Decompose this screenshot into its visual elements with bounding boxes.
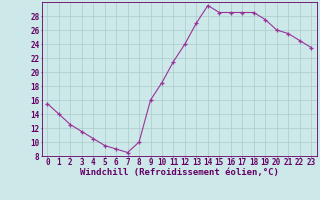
X-axis label: Windchill (Refroidissement éolien,°C): Windchill (Refroidissement éolien,°C): [80, 168, 279, 177]
